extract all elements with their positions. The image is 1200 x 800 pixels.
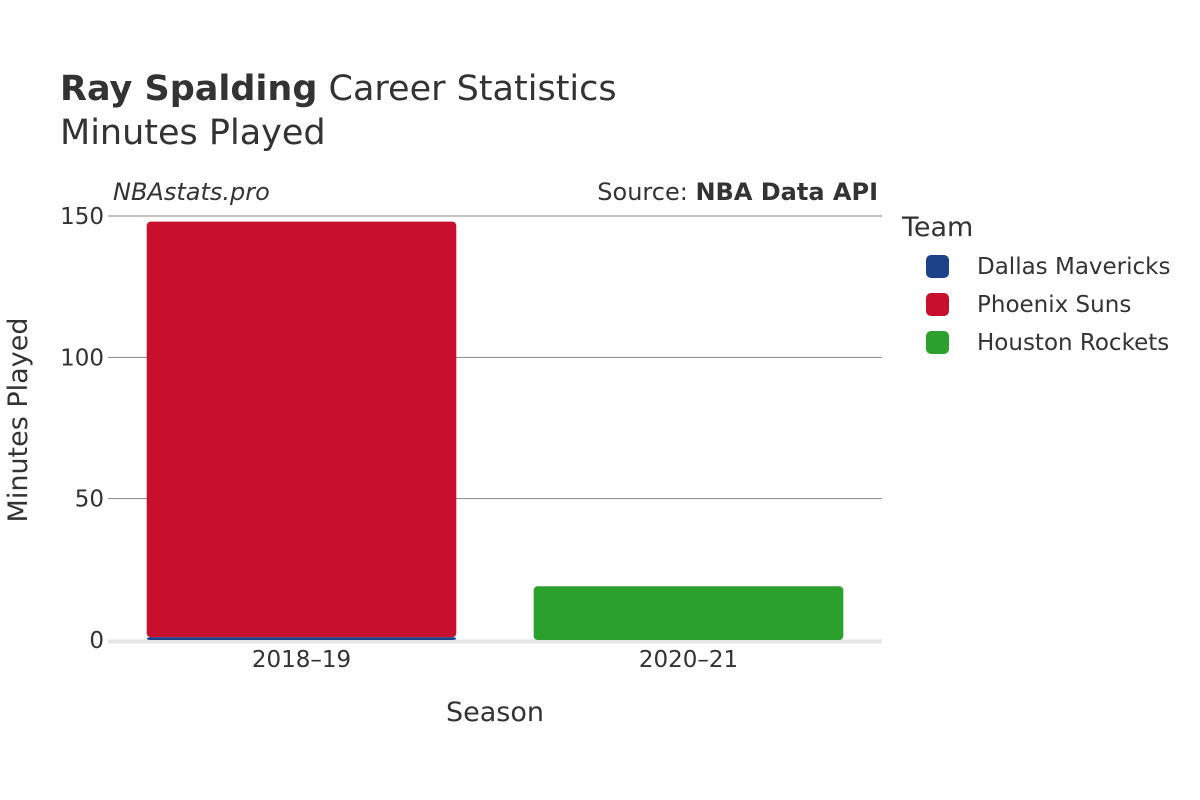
y-tick-label: 150 [60,204,104,230]
legend-title: Team [901,212,973,243]
bars [146,221,844,640]
x-tick-label: 2020–21 [639,647,738,673]
watermark: NBAstats.pro [113,178,270,206]
y-tick-label: 0 [89,628,104,654]
y-axis-title: Minutes Played [3,318,34,523]
x-tick-labels: 2018–19 2020–21 [252,647,738,673]
legend-label: Houston Rockets [977,330,1169,356]
y-tick-labels: 0 50 100 150 [60,204,104,654]
bar-phoenix-suns [146,221,457,638]
source-label: Source: NBA Data API [597,178,878,206]
legend-swatch [926,255,949,278]
legend-label: Dallas Mavericks [977,254,1170,280]
title-player: Ray Spalding [60,69,317,109]
y-tick-label: 100 [60,345,104,371]
x-axis-title: Season [446,697,544,728]
bar-dallas-mavericks [146,637,457,640]
source-name: NBA Data API [695,178,878,206]
y-tick-label: 50 [75,487,104,513]
legend-label: Phoenix Suns [977,292,1131,318]
legend-swatch [926,331,949,354]
bar-houston-rockets [533,586,844,640]
x-tick-label: 2018–19 [252,647,351,673]
chart-subtitle: Minutes Played [60,113,326,153]
legend-swatch [926,293,949,316]
legend: Dallas Mavericks Phoenix Suns Houston Rock… [926,254,1170,356]
source-prefix: Source: [597,178,695,206]
chart-title: Ray Spalding Career Statistics [60,69,617,109]
title-suffix-text: Career Statistics [329,69,617,109]
